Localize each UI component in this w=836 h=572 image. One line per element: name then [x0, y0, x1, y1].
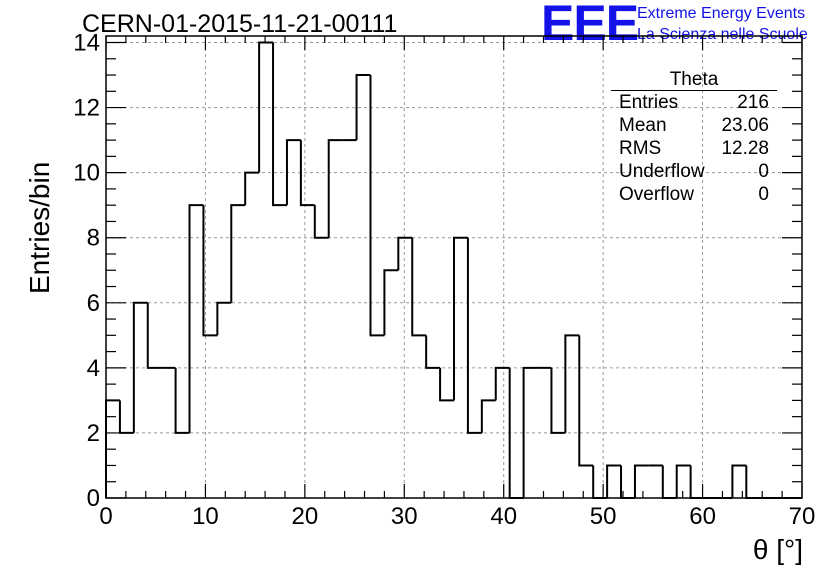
histogram-bin — [592, 465, 608, 499]
histogram-bin — [550, 367, 566, 434]
histogram-bin — [466, 237, 482, 434]
histogram-bin — [369, 75, 385, 337]
brand-text: Extreme Energy Events La Scienza nelle S… — [637, 3, 808, 45]
histogram-bin — [258, 41, 274, 173]
stats-row: Underflow 0 — [611, 160, 777, 183]
histogram-bin — [174, 367, 190, 434]
histogram-bin — [745, 465, 761, 499]
x-tick-label: 70 — [789, 503, 816, 530]
histogram-bin — [355, 74, 371, 141]
plot-frame — [105, 35, 803, 499]
y-tick-label: 6 — [87, 290, 100, 317]
histogram-bin — [188, 204, 204, 433]
y-tick-label: 2 — [87, 420, 100, 447]
stats-box: Theta Entries 216 Mean 23.06 RMS 12.28 U… — [611, 70, 777, 206]
brand-line-1: Extreme Energy Events — [637, 5, 806, 22]
y-tick-label: 14 — [73, 30, 100, 57]
histogram-bin — [327, 139, 343, 238]
x-tick-label: 50 — [590, 503, 617, 530]
histogram-bin — [439, 367, 454, 402]
stats-value: 23.06 — [721, 115, 769, 136]
stats-row: RMS 12.28 — [611, 137, 777, 160]
stats-label: RMS — [619, 138, 662, 159]
x-axis-label: θ [°] — [752, 534, 803, 565]
histogram-bin — [146, 302, 162, 369]
brand-line-2: La Scienza nelle Scuole — [637, 26, 808, 43]
stats-row: Mean 23.06 — [611, 114, 777, 137]
stats-row: Entries 216 — [611, 91, 777, 114]
y-tick-label: 8 — [87, 225, 100, 252]
histogram-bin — [425, 335, 441, 369]
stats-value: 216 — [737, 92, 769, 113]
stats-row: Overflow 0 — [611, 183, 777, 206]
histogram-bin — [480, 399, 496, 433]
histogram-bin — [453, 236, 468, 401]
y-tick-label: 12 — [73, 95, 100, 122]
stats-label: Underflow — [619, 161, 705, 182]
histogram-bin — [272, 42, 287, 207]
histogram-bin — [675, 464, 691, 498]
x-tick-label: 0 — [99, 503, 112, 530]
x-tick-label: 10 — [192, 503, 219, 530]
histogram-bin — [244, 171, 260, 206]
chart-title: CERN-01-2015-11-21-00111 — [82, 10, 398, 38]
histogram-bin — [633, 464, 649, 498]
histogram-bin — [731, 464, 747, 498]
stats-label: Entries — [619, 92, 679, 113]
histogram-bin — [397, 236, 413, 271]
stats-label: Mean — [619, 115, 667, 136]
histogram-bin — [118, 400, 134, 434]
histogram-bin — [564, 334, 580, 433]
histogram-bin — [494, 366, 510, 401]
histogram-bin — [411, 237, 427, 337]
x-tick-label: 60 — [689, 503, 716, 530]
stats-value: 0 — [758, 184, 769, 205]
x-tick-label: 30 — [391, 503, 418, 530]
x-tick-label: 20 — [292, 503, 319, 530]
x-tick-label: 40 — [490, 503, 517, 530]
histogram-bin — [661, 465, 677, 499]
y-tick-label: 10 — [73, 160, 100, 187]
histogram-bin — [383, 269, 399, 336]
histogram-bin — [578, 335, 594, 467]
histogram-bin — [132, 301, 148, 433]
histogram-bin — [202, 205, 218, 337]
stats-value: 0 — [758, 161, 769, 182]
stats-value: 12.28 — [721, 138, 769, 159]
histogram-bin — [299, 140, 315, 207]
stats-header: Theta — [611, 70, 777, 91]
histogram-bin — [230, 204, 246, 303]
y-tick-label: 4 — [87, 355, 100, 382]
stats-label: Overflow — [619, 184, 694, 205]
histogram-bin — [606, 464, 622, 498]
histogram-bin — [313, 205, 329, 239]
histogram-bin — [216, 301, 232, 336]
histogram-bin — [285, 139, 301, 206]
histogram-bin — [522, 366, 538, 498]
y-tick-label: 0 — [87, 485, 100, 512]
